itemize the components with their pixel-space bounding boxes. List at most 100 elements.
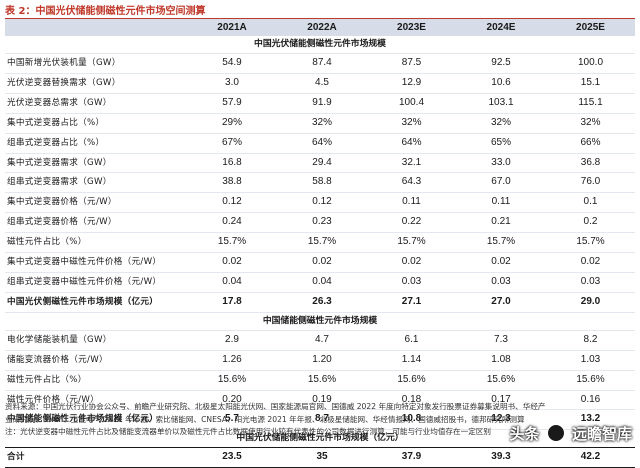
cell-value: 54.9 bbox=[222, 57, 242, 68]
cell-value: 103.1 bbox=[488, 96, 514, 108]
row-label: 中国光伏侧磁性元件市场规模（亿元） bbox=[7, 296, 159, 307]
row-label: 光伏逆变器替换需求（GW） bbox=[7, 77, 121, 88]
cell-value: 0.19 bbox=[312, 393, 332, 405]
row-label: 磁性元件占比（%） bbox=[7, 374, 87, 385]
cell-value: 58.8 bbox=[312, 176, 332, 188]
cell-value: 115.1 bbox=[578, 96, 603, 108]
cell-value: 0.03 bbox=[580, 275, 601, 287]
cell-value: 5.7 bbox=[225, 413, 239, 425]
cell-value: 0.23 bbox=[312, 216, 332, 228]
cell-value: 100.4 bbox=[398, 96, 425, 108]
table-row: 组串式逆变器价格（元/W） 0.24 0.23 0.22 0.21 0.2 bbox=[5, 213, 635, 233]
total-row: 合计 23.5 35 37.9 39.3 42.2 bbox=[5, 447, 635, 468]
watermark: 头条 远瞻智库 bbox=[510, 423, 632, 444]
cell-value: 15.7% bbox=[486, 236, 516, 248]
cell-value: 10.8 bbox=[401, 413, 422, 425]
row-label: 组串式逆变器中磁性元件价格（元/W） bbox=[7, 276, 162, 287]
watermark-brand: 远瞻智库 bbox=[571, 425, 632, 443]
cell-value: 37.9 bbox=[367, 447, 456, 468]
table-row: 磁性元件占比（%） 15.7% 15.7% 15.7% 15.7% 15.7% bbox=[5, 233, 635, 253]
cell-value: 1.14 bbox=[401, 353, 422, 365]
cell-value: 0.12 bbox=[312, 196, 332, 208]
cell-value: 26.3 bbox=[312, 295, 332, 307]
table-title: 表 2：中国光伏储能侧磁性元件市场空间测算 bbox=[5, 6, 206, 17]
cell-value: 0.21 bbox=[491, 216, 511, 228]
cell-value: 27.1 bbox=[401, 295, 422, 307]
cell-value: 17.8 bbox=[222, 295, 242, 307]
cell-value: 0.22 bbox=[401, 216, 422, 228]
section-heading-row: 中国光伏储能侧磁性元件市场规模（亿元） bbox=[5, 430, 635, 448]
cell-value: 38.8 bbox=[222, 176, 242, 188]
cell-value: 4.5 bbox=[315, 76, 329, 88]
cell-value: 91.9 bbox=[312, 96, 332, 108]
header-year: 2022A bbox=[277, 19, 367, 36]
table-row: 中国储能侧磁性元件市场规模（亿元） 5.7 8.7 10.8 12.3 13.2 bbox=[5, 410, 635, 430]
cell-value: 0.02 bbox=[491, 256, 511, 268]
cell-value: 1.03 bbox=[580, 353, 601, 365]
cell-value: 92.5 bbox=[491, 57, 511, 68]
cell-value: 32% bbox=[580, 116, 601, 128]
cell-value: 0.04 bbox=[222, 275, 242, 287]
brand-logo-icon bbox=[546, 424, 565, 442]
cell-value: 0.20 bbox=[222, 393, 242, 405]
cell-value: 0.04 bbox=[312, 275, 332, 287]
cell-value: 76.0 bbox=[580, 176, 601, 188]
cell-value: 15.1 bbox=[580, 76, 601, 88]
cell-value: 27.0 bbox=[491, 295, 511, 307]
cell-value: 66% bbox=[580, 136, 601, 148]
cell-value: 0.02 bbox=[312, 256, 332, 268]
cell-value: 15.6% bbox=[217, 373, 247, 385]
table-row: 磁性元件占比（%） 15.6% 15.6% 15.6% 15.6% 15.6% bbox=[5, 370, 635, 390]
cell-value: 29.4 bbox=[312, 156, 332, 168]
table-row: 组串式逆变器需求（GW） 38.8 58.8 64.3 67.0 76.0 bbox=[5, 173, 635, 193]
cell-value: 15.7% bbox=[576, 236, 605, 248]
row-label: 电化学储能装机量（GW） bbox=[7, 334, 112, 345]
cell-value: 0.02 bbox=[580, 256, 601, 268]
cell-value: 0.12 bbox=[222, 196, 242, 208]
table-row: 储能变流器价格（元/W） 1.26 1.20 1.14 1.08 1.03 bbox=[5, 350, 635, 371]
row-label: 集中式逆变器占比（%） bbox=[7, 117, 105, 128]
cell-value: 15.6% bbox=[576, 373, 605, 385]
cell-value: 32% bbox=[490, 116, 511, 128]
cell-value: 23.5 bbox=[187, 447, 277, 468]
cell-value: 13.2 bbox=[580, 413, 601, 425]
table-row: 磁性元件价格（元/W） 0.20 0.19 0.18 0.17 0.16 bbox=[5, 390, 635, 410]
section-heading: 中国储能侧磁性元件市场规模 bbox=[262, 315, 378, 326]
table-row: 电化学储能装机量（GW） 2.9 4.7 6.1 7.3 8.2 bbox=[5, 330, 635, 351]
row-label: 合计 bbox=[5, 447, 187, 468]
cell-value: 35 bbox=[277, 447, 367, 468]
section-heading-row: 中国储能侧磁性元件市场规模 bbox=[5, 312, 635, 331]
header-year: 2024E bbox=[456, 19, 546, 36]
note-line: 业研究院、BNEF、上能电气 2021 年年报、索比储能网、CNESA、阳光电源… bbox=[5, 414, 525, 424]
cell-value: 64.3 bbox=[401, 176, 422, 188]
table-row: 集中式逆变器占比（%） 29% 32% 32% 32% 32% bbox=[5, 113, 635, 134]
cell-value: 1.08 bbox=[491, 353, 511, 365]
cell-value: 8.7 bbox=[315, 413, 329, 425]
cell-value: 15.6% bbox=[397, 373, 426, 385]
cell-value: 12.9 bbox=[401, 76, 422, 88]
cell-value: 7.3 bbox=[494, 333, 508, 345]
section-heading: 中国光伏储能侧磁性元件市场规模（亿元） bbox=[236, 433, 404, 444]
cell-value: 0.1 bbox=[583, 196, 598, 208]
section-heading-row: 中国光伏储能侧磁性元件市场规模 bbox=[5, 36, 635, 54]
cell-value: 39.3 bbox=[456, 447, 546, 468]
table-header-row: 2021A 2022A 2023E 2024E 2025E bbox=[5, 19, 635, 36]
row-label: 光伏逆变器总需求（GW） bbox=[7, 97, 112, 108]
cell-value: 29.0 bbox=[580, 295, 601, 307]
cell-value: 0.11 bbox=[402, 196, 421, 208]
row-label: 组串式逆变器价格（元/W） bbox=[7, 217, 117, 228]
cell-value: 36.8 bbox=[580, 156, 601, 168]
cell-value: 4.7 bbox=[315, 333, 329, 345]
cell-value: 15.7% bbox=[397, 236, 426, 248]
cell-value: 0.18 bbox=[401, 393, 422, 405]
cell-value: 15.7% bbox=[217, 236, 247, 248]
cell-value: 15.6% bbox=[486, 373, 516, 385]
cell-value: 33.0 bbox=[491, 156, 511, 168]
cell-value: 0.02 bbox=[222, 256, 242, 268]
row-label: 组串式逆变器需求（GW） bbox=[7, 177, 112, 188]
row-label: 集中式逆变器价格（元/W） bbox=[7, 197, 117, 208]
cell-value: 1.20 bbox=[312, 353, 332, 365]
cell-value: 42.2 bbox=[546, 447, 635, 468]
cell-value: 29% bbox=[221, 116, 242, 128]
cell-value: 0.03 bbox=[491, 275, 511, 287]
